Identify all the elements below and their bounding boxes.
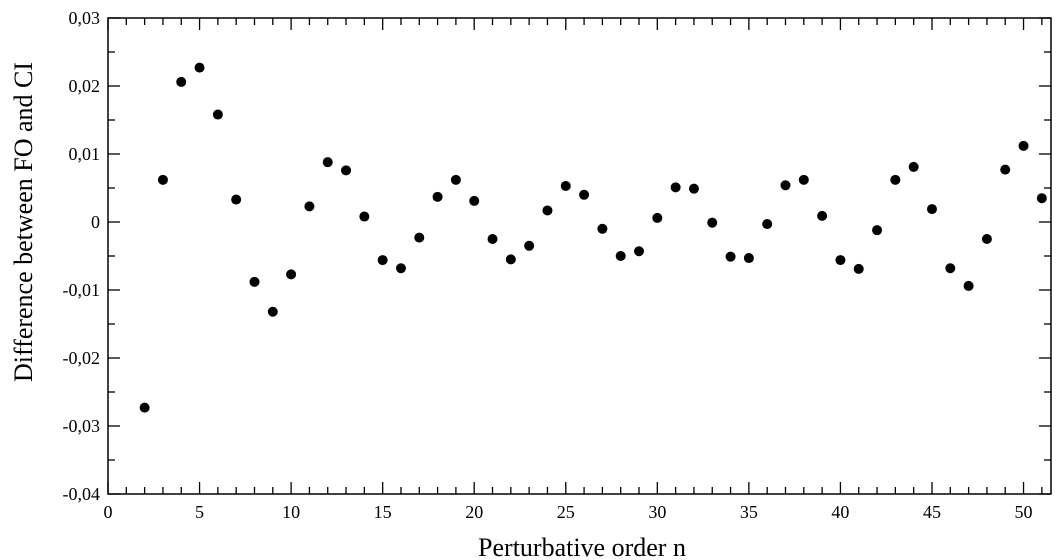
y-tick-label: -0,04 — [63, 484, 101, 504]
data-point — [450, 174, 461, 185]
data-point — [157, 174, 168, 185]
data-point — [579, 189, 590, 200]
data-point — [1036, 193, 1047, 204]
y-axis-title: Difference between FO and CI — [9, 62, 38, 382]
x-tick-label: 20 — [465, 502, 483, 522]
data-point — [743, 253, 754, 264]
data-point — [634, 246, 645, 257]
data-point — [872, 225, 883, 236]
data-point — [231, 194, 242, 205]
data-point — [908, 161, 919, 172]
y-tick-label: 0,02 — [69, 76, 101, 96]
data-point — [762, 219, 773, 230]
x-tick-label: 15 — [374, 502, 392, 522]
data-point — [670, 182, 681, 193]
y-tick-label: -0,02 — [63, 348, 101, 368]
data-points — [139, 62, 1047, 413]
data-point — [560, 180, 571, 191]
data-point — [542, 205, 553, 216]
y-tick-label: 0,01 — [69, 144, 101, 164]
data-point — [414, 232, 425, 243]
data-point — [981, 234, 992, 244]
data-point — [359, 211, 370, 222]
data-point — [707, 217, 718, 228]
x-tick-label: 30 — [648, 502, 666, 522]
data-point — [1000, 164, 1011, 175]
data-point — [945, 263, 956, 274]
data-point — [286, 269, 297, 280]
data-point — [926, 204, 937, 215]
data-point — [341, 165, 352, 176]
y-tick-label: 0 — [91, 212, 100, 232]
data-point — [505, 254, 516, 265]
x-tick-label: 50 — [1015, 502, 1033, 522]
data-point — [1018, 140, 1029, 151]
data-point — [615, 251, 626, 261]
data-point — [524, 240, 535, 251]
data-point — [597, 223, 608, 234]
data-point — [139, 402, 150, 413]
y-tick-label: -0,03 — [63, 416, 101, 436]
axis-ticks — [107, 17, 1051, 495]
x-tick-label: 35 — [740, 502, 758, 522]
data-point — [890, 174, 901, 185]
data-point — [249, 276, 260, 287]
data-point — [853, 263, 864, 274]
data-point — [377, 255, 388, 266]
data-point — [395, 263, 406, 274]
data-point — [322, 157, 333, 168]
data-point — [194, 62, 205, 73]
data-point — [780, 180, 791, 191]
y-axis-title-group: Difference between FO and CI — [9, 62, 38, 382]
data-point — [176, 76, 187, 87]
x-tick-label: 0 — [104, 502, 113, 522]
data-point — [212, 109, 223, 120]
data-point — [835, 255, 846, 266]
y-tick-label: 0,03 — [69, 8, 101, 28]
x-tick-label: 45 — [923, 502, 941, 522]
plot-frame — [107, 17, 1052, 495]
data-point — [817, 210, 828, 221]
x-tick-label: 5 — [195, 502, 204, 522]
data-point — [267, 306, 278, 317]
data-point — [798, 174, 809, 185]
x-tick-label: 25 — [557, 502, 575, 522]
data-point — [487, 234, 498, 244]
data-point — [432, 191, 443, 202]
tick-labels: 0 5 10 15 20 25 30 35 40 45 50 -0,04 -0,03 -0,02 -0,01… — [63, 8, 1033, 522]
x-tick-label: 40 — [831, 502, 849, 522]
data-point — [304, 201, 315, 212]
data-point — [725, 251, 736, 262]
data-point — [688, 183, 699, 194]
y-tick-label: -0,01 — [63, 280, 101, 300]
data-point — [963, 280, 974, 291]
data-point — [652, 212, 663, 223]
x-tick-label: 10 — [282, 502, 300, 522]
x-axis-title: Perturbative order n — [478, 533, 686, 560]
data-point — [469, 195, 480, 206]
